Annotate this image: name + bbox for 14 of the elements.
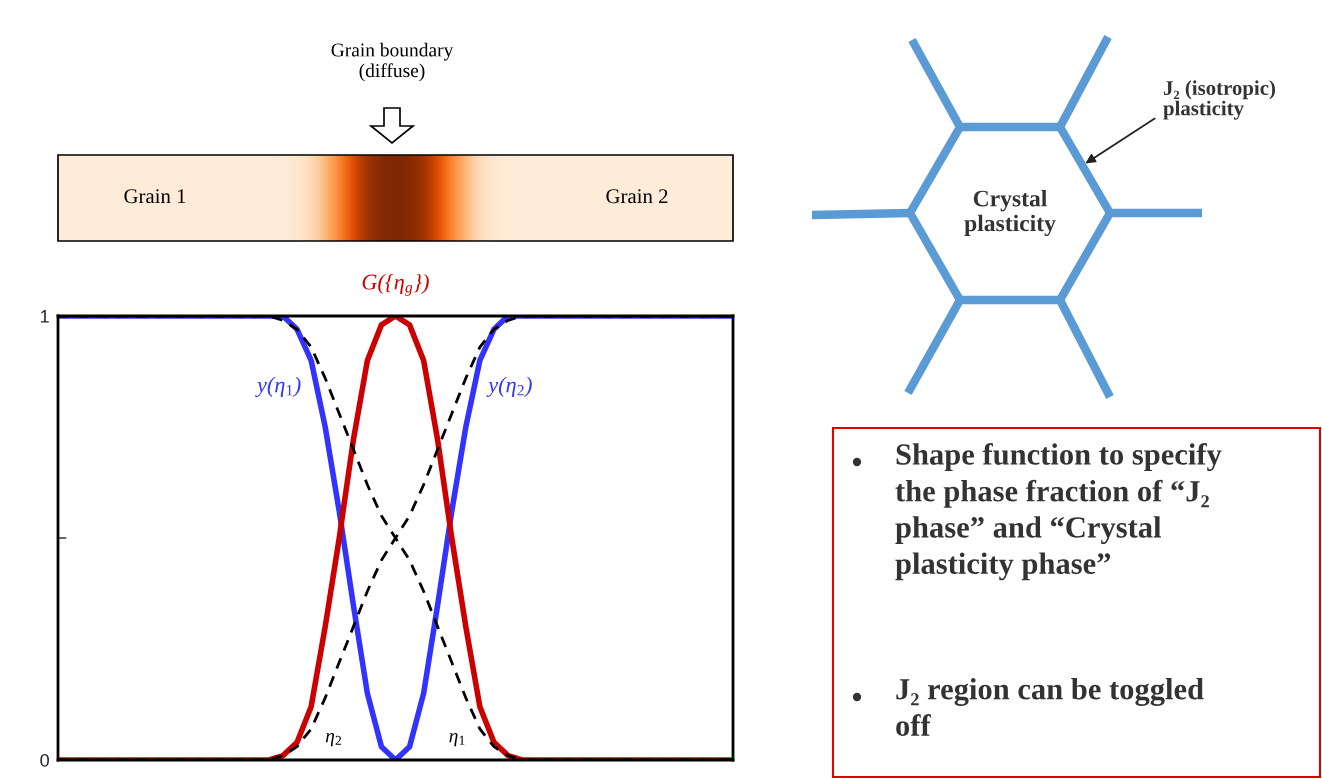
y-tick-label: 0 [40,753,49,767]
text: Grain 1 [124,189,186,204]
text: Grain 2 [606,189,668,204]
text: J₂ region can be toggled off [896,678,1204,736]
text: J₂ (isotropic) plasticity [1163,80,1275,120]
text: Grain boundary (diffuse) [331,42,454,82]
series-label: y(η$_{1}$) [255,376,301,398]
series-label: η$_{2}$ [325,733,342,747]
text: Crystal plasticity [964,189,1056,237]
series-label: G({η$_{g}$}) [362,273,429,296]
text: Shape function to specify the phase fraction of “J₂ phase” and “Crystal plasticity phase” [895,443,1222,581]
series-label: η$_{1}$ [449,733,465,747]
y-tick-label: 1 [41,310,49,323]
series-label: y(η$_{2}$) [486,376,532,398]
